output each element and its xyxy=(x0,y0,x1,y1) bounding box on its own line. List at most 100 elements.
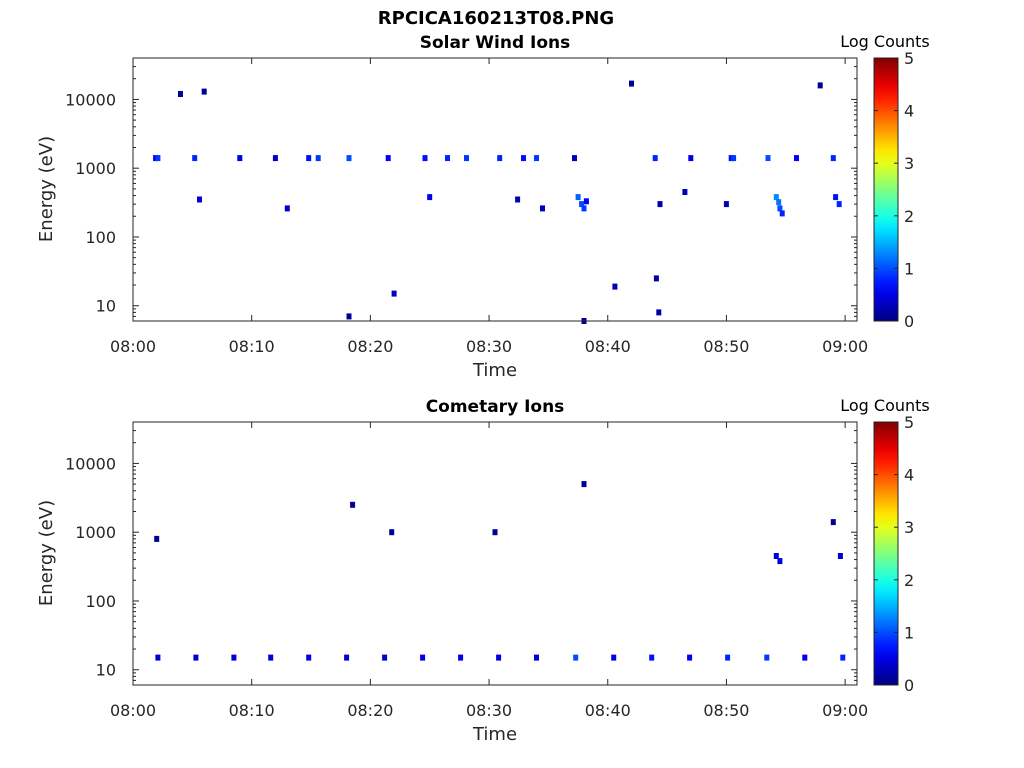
x-tick-label: 08:50 xyxy=(703,337,749,356)
x-tick-label: 08:30 xyxy=(466,701,512,720)
heatmap-cell xyxy=(385,155,391,162)
heatmap-cell xyxy=(346,313,352,320)
heatmap-cell xyxy=(534,654,539,661)
y-tick-label: 10000 xyxy=(65,454,116,473)
heatmap-cell xyxy=(382,654,388,661)
x-tick-label: 09:00 xyxy=(822,701,868,720)
x-axis-label: Time xyxy=(472,360,517,381)
heatmap-cell xyxy=(573,654,579,661)
heatmap-cell xyxy=(155,155,161,162)
heatmap-cell xyxy=(837,553,843,559)
heatmap-cell xyxy=(725,654,731,661)
heatmap-cell xyxy=(389,529,395,536)
heatmap-cell xyxy=(583,198,589,205)
heatmap-cell xyxy=(496,654,502,661)
heatmap-cells xyxy=(153,80,842,324)
heatmap-cell xyxy=(458,654,464,661)
x-tick-label: 08:20 xyxy=(347,701,393,720)
heatmap-cell xyxy=(653,275,659,282)
colorbar-tick-label: 3 xyxy=(904,518,914,537)
heatmap-cell xyxy=(612,283,618,290)
heatmap-cell xyxy=(611,654,617,661)
plot-area xyxy=(132,421,858,686)
colorbar-tick-label: 1 xyxy=(904,623,914,642)
heatmap-cell xyxy=(830,519,836,526)
heatmap-cell xyxy=(629,80,634,87)
colorbar-tick-label: 0 xyxy=(904,676,914,695)
x-tick-label: 09:00 xyxy=(822,337,868,356)
heatmap-cell xyxy=(534,155,539,162)
heatmap-cell xyxy=(731,155,737,162)
heatmap-cell xyxy=(192,155,198,162)
y-tick-label: 10 xyxy=(96,297,116,316)
heatmap-cell xyxy=(581,205,587,212)
heatmap-cell xyxy=(765,155,771,162)
heatmap-cell xyxy=(779,210,785,217)
heatmap-cell xyxy=(777,558,783,565)
x-tick-label: 08:20 xyxy=(347,337,393,356)
heatmap-cell xyxy=(193,654,199,661)
heatmap-cells xyxy=(154,481,846,661)
colorbar-tick-label: 5 xyxy=(904,413,914,432)
panel-title: Cometary Ions xyxy=(426,397,565,417)
y-tick-label: 10 xyxy=(96,661,116,680)
x-tick-label: 08:40 xyxy=(585,337,631,356)
heatmap-cell xyxy=(306,654,312,661)
figure-title: RPCICA160213T08.PNG xyxy=(378,8,614,29)
heatmap-cell xyxy=(154,535,160,542)
heatmap-cell xyxy=(422,155,428,162)
heatmap-cell xyxy=(391,290,397,297)
heatmap-cell xyxy=(284,205,290,212)
colorbar-tick-label: 1 xyxy=(904,259,914,278)
colorbar-tick-label: 3 xyxy=(904,154,914,173)
heatmap-cell xyxy=(579,201,585,208)
x-tick-label: 08:10 xyxy=(229,337,275,356)
heatmap-cell xyxy=(817,82,823,89)
heatmap-cell xyxy=(794,155,799,162)
heatmap-cell xyxy=(773,553,779,559)
heatmap-cell xyxy=(830,155,836,162)
heatmap-cell xyxy=(231,654,237,661)
colorbar-label: Log Counts xyxy=(840,32,930,51)
heatmap-cell xyxy=(268,654,274,661)
heatmap-cell xyxy=(445,155,450,162)
heatmap-cell xyxy=(346,155,352,162)
heatmap-cell xyxy=(833,194,839,201)
heatmap-cell xyxy=(272,155,278,162)
x-axis-label: Time xyxy=(472,724,517,745)
colorbar xyxy=(873,421,899,686)
heatmap-cell xyxy=(427,194,433,201)
heatmap-cell xyxy=(515,196,521,203)
heatmap-cell xyxy=(497,155,503,162)
colorbar xyxy=(873,57,899,322)
heatmap-cell xyxy=(306,155,312,162)
y-tick-label: 1000 xyxy=(75,159,116,178)
panel-cometary-ions: Cometary Ions Time Energy (eV) Log Count… xyxy=(36,396,930,745)
heatmap-cell xyxy=(687,654,693,661)
panel-solar-wind-ions: Solar Wind Ions Time Energy (eV) Log Cou… xyxy=(36,32,930,381)
y-tick-label: 1000 xyxy=(75,523,116,542)
x-tick-label: 08:50 xyxy=(703,701,749,720)
heatmap-cell xyxy=(315,155,321,162)
colorbar-tick-label: 2 xyxy=(904,207,914,226)
heatmap-cell xyxy=(350,501,356,508)
heatmap-cell xyxy=(155,654,161,661)
colorbar-tick-label: 2 xyxy=(904,571,914,590)
heatmap-cell xyxy=(657,201,663,208)
colorbar-tick-label: 5 xyxy=(904,49,914,68)
heatmap-cell xyxy=(688,155,694,162)
heatmap-cell xyxy=(773,194,779,201)
heatmap-cell xyxy=(836,201,842,208)
heatmap-cell xyxy=(581,481,587,488)
heatmap-cell xyxy=(764,654,770,661)
colorbar-tick-label: 4 xyxy=(904,102,914,121)
x-tick-label: 08:40 xyxy=(585,701,631,720)
plot-area xyxy=(132,57,858,322)
heatmap-cell xyxy=(464,155,469,162)
x-tick-label: 08:10 xyxy=(229,701,275,720)
colorbar-tick-label: 0 xyxy=(904,312,914,331)
heatmap-cell xyxy=(840,654,846,661)
heatmap-cell xyxy=(540,205,545,212)
heatmap-cell xyxy=(492,529,498,536)
